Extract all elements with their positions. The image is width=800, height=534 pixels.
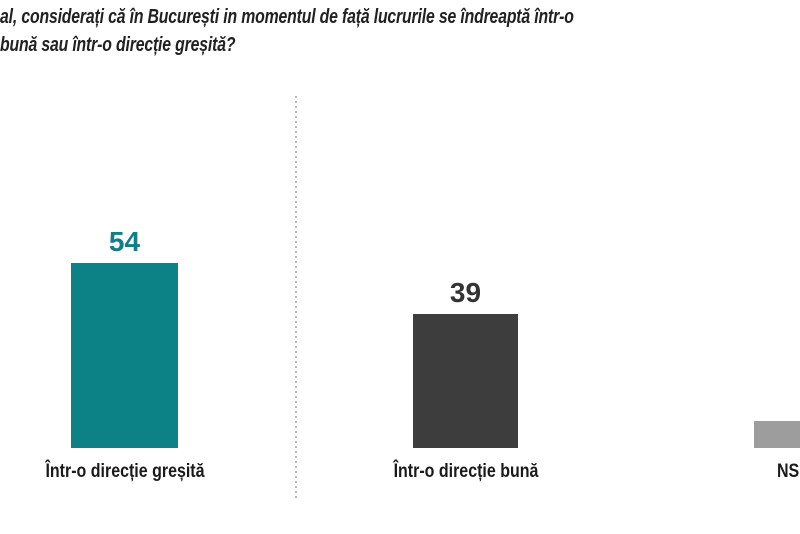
bar-value-label: 39 xyxy=(449,277,482,308)
category-label: Într-o direcție greșită xyxy=(44,460,205,482)
bar-directie-gresita xyxy=(71,263,178,448)
bar-group-directie-gresita: 54 Într-o direcție greșită xyxy=(45,228,204,483)
bar-directie-buna xyxy=(413,314,518,448)
bar-value-label: 54 xyxy=(108,226,141,257)
bar-ns xyxy=(754,421,800,448)
bar-group-ns: NS xyxy=(754,421,800,482)
bar-group-directie-buna: 39 Într-o direcție bună xyxy=(393,279,538,483)
category-label: NS xyxy=(777,460,800,482)
chart-question-title: al, considerați că în București in momen… xyxy=(0,3,574,59)
category-label: Într-o direcție bună xyxy=(393,460,538,482)
vertical-dashed-divider xyxy=(295,96,297,499)
question-line-1: al, considerați că în București in momen… xyxy=(0,6,574,28)
question-line-2: bună sau într-o direcție greșită? xyxy=(0,34,236,56)
